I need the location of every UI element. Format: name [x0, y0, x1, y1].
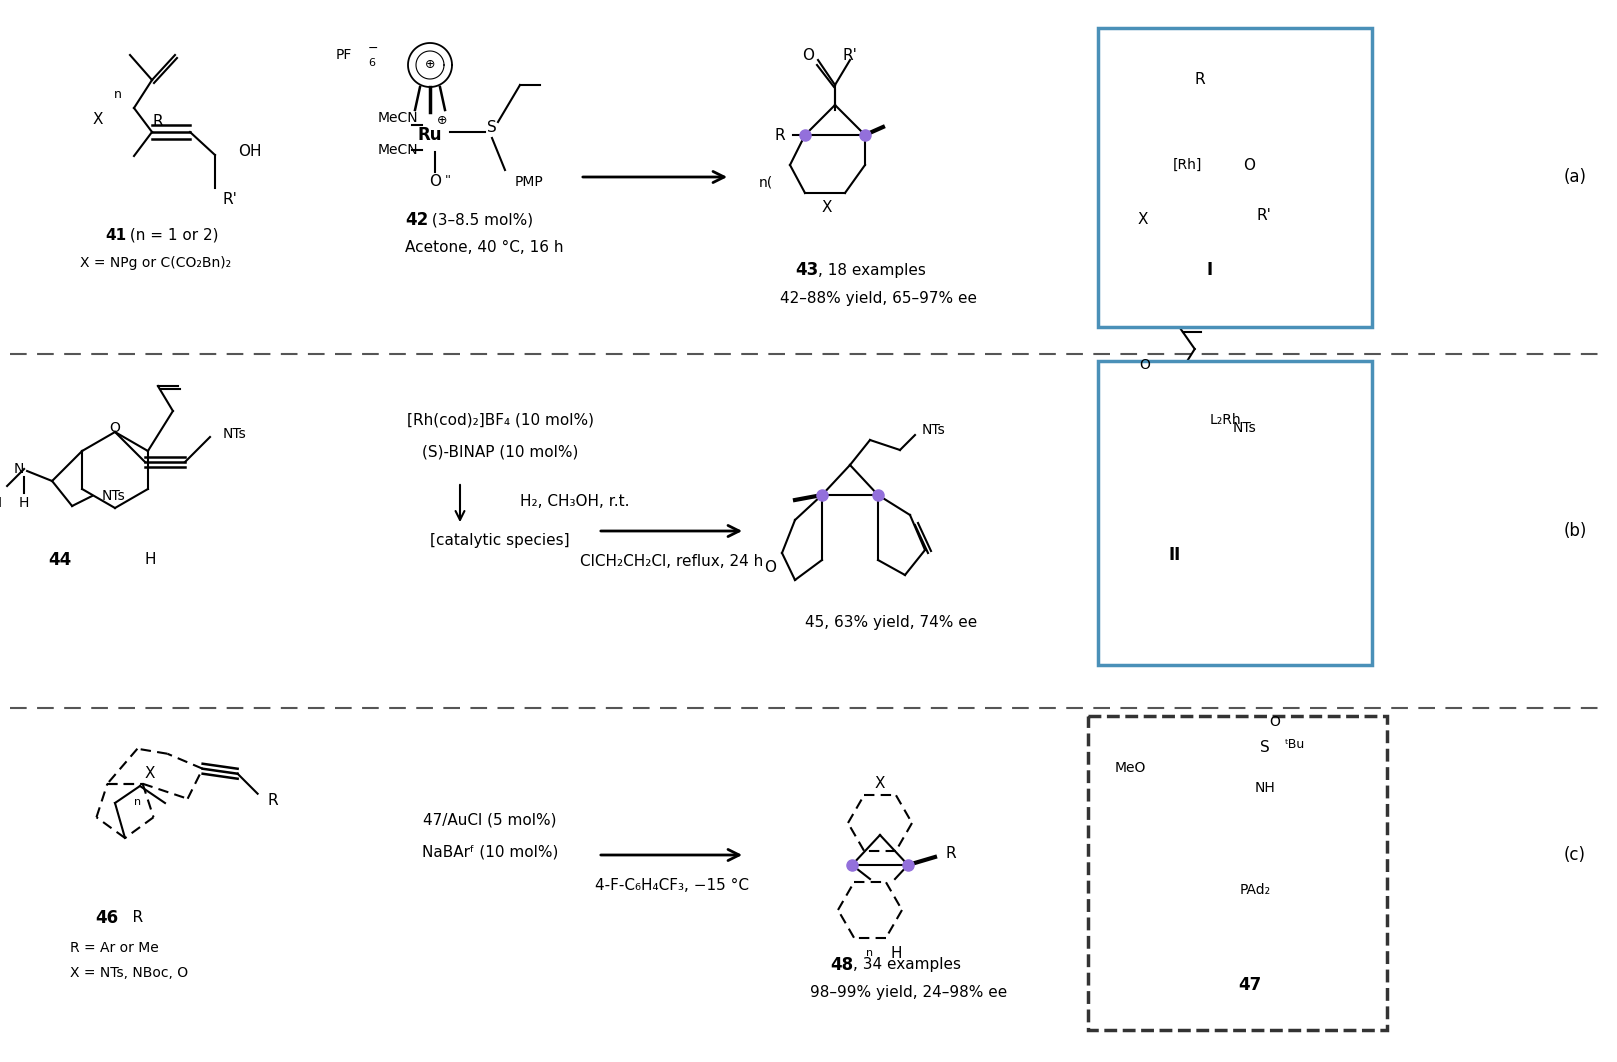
Text: (c): (c) — [1564, 846, 1586, 864]
Text: X = NTs, NBoc, O: X = NTs, NBoc, O — [70, 966, 188, 980]
Text: PAd₂: PAd₂ — [1240, 883, 1271, 897]
Text: O: O — [802, 48, 813, 63]
Text: PMP: PMP — [514, 175, 543, 189]
Text: [Rh]: [Rh] — [1172, 158, 1201, 172]
Text: '': '' — [445, 173, 451, 187]
Text: S: S — [1260, 740, 1269, 755]
Text: 98–99% yield, 24–98% ee: 98–99% yield, 24–98% ee — [810, 986, 1007, 1000]
Text: MeO: MeO — [1116, 761, 1146, 775]
Text: 6: 6 — [369, 58, 375, 68]
Text: n: n — [115, 88, 121, 102]
Text: R: R — [1195, 72, 1205, 87]
Text: X: X — [146, 766, 155, 781]
Text: II: II — [1169, 546, 1180, 564]
Text: , 18 examples: , 18 examples — [818, 262, 927, 277]
Text: MeCN: MeCN — [378, 112, 419, 125]
Text: R: R — [944, 845, 956, 860]
Text: H₂, CH₃OH, r.t.: H₂, CH₃OH, r.t. — [521, 495, 629, 510]
Text: X: X — [92, 113, 103, 127]
Text: O: O — [1243, 157, 1255, 172]
Text: R: R — [268, 793, 278, 808]
Text: R': R' — [1256, 207, 1273, 223]
Text: X: X — [875, 775, 884, 790]
Text: (b): (b) — [1564, 523, 1586, 539]
Text: n(: n( — [758, 176, 773, 190]
Text: H: H — [144, 552, 155, 567]
Text: NH: NH — [1255, 781, 1276, 795]
Text: O: O — [1269, 715, 1281, 729]
Text: [Rh(cod)₂]BF₄ (10 mol%): [Rh(cod)₂]BF₄ (10 mol%) — [406, 412, 593, 428]
Text: L₂Rh: L₂Rh — [1210, 413, 1242, 427]
Text: 47/AuCl (5 mol%): 47/AuCl (5 mol%) — [424, 812, 556, 827]
Text: NaBArᶠ (10 mol%): NaBArᶠ (10 mol%) — [422, 844, 558, 859]
Text: O: O — [429, 174, 441, 189]
Text: (S)-BINAP (10 mol%): (S)-BINAP (10 mol%) — [422, 445, 579, 460]
Text: O: O — [763, 560, 776, 575]
Text: O: O — [110, 421, 120, 435]
Text: ⊕: ⊕ — [437, 114, 448, 126]
Text: O: O — [1140, 358, 1150, 372]
Text: H: H — [889, 945, 902, 960]
Text: R': R' — [222, 192, 236, 207]
Text: NTs: NTs — [922, 423, 946, 436]
Text: R': R' — [842, 48, 857, 63]
Text: 4-F-C₆H₄CF₃, −15 °C: 4-F-C₆H₄CF₃, −15 °C — [595, 877, 749, 892]
Text: S: S — [487, 120, 496, 136]
Text: PF: PF — [336, 48, 353, 62]
Text: OH: OH — [238, 144, 262, 159]
Text: 47: 47 — [1239, 976, 1261, 994]
Text: 42–88% yield, 65–97% ee: 42–88% yield, 65–97% ee — [779, 291, 977, 306]
Text: ⊕: ⊕ — [425, 58, 435, 71]
Text: NTs: NTs — [102, 489, 126, 503]
Text: (3–8.5 mol%): (3–8.5 mol%) — [427, 212, 534, 227]
Text: 42: 42 — [404, 211, 429, 229]
Text: 46: 46 — [95, 909, 118, 927]
FancyBboxPatch shape — [1088, 716, 1387, 1030]
Text: 43: 43 — [796, 261, 818, 279]
Text: H: H — [19, 496, 29, 510]
Text: (n = 1 or 2): (n = 1 or 2) — [125, 227, 218, 242]
Text: NTs: NTs — [223, 427, 247, 441]
Text: 45, 63% yield, 74% ee: 45, 63% yield, 74% ee — [805, 616, 977, 631]
Text: 41: 41 — [105, 227, 126, 242]
FancyBboxPatch shape — [1098, 28, 1371, 327]
Text: X = NPg or C(CO₂Bn)₂: X = NPg or C(CO₂Bn)₂ — [79, 256, 231, 270]
Text: R = Ar or Me: R = Ar or Me — [70, 941, 158, 955]
Text: Acetone, 40 °C, 16 h: Acetone, 40 °C, 16 h — [404, 240, 563, 256]
Text: 44: 44 — [49, 551, 71, 569]
Text: 48: 48 — [830, 956, 854, 974]
Text: R: R — [775, 127, 786, 142]
Text: n: n — [134, 796, 141, 807]
Text: [catalytic species]: [catalytic species] — [430, 532, 569, 548]
Text: ᵗBu: ᵗBu — [1286, 738, 1305, 752]
Text: X: X — [821, 200, 833, 215]
Text: n: n — [867, 948, 873, 958]
Text: MeCN: MeCN — [378, 143, 419, 157]
Text: (a): (a) — [1564, 168, 1586, 186]
Text: Ru: Ru — [417, 126, 443, 144]
Text: X: X — [1138, 212, 1148, 227]
Text: NTs: NTs — [1234, 421, 1256, 435]
Text: TsHN: TsHN — [0, 496, 2, 510]
FancyBboxPatch shape — [1098, 361, 1371, 665]
Text: ClCH₂CH₂Cl, reflux, 24 h: ClCH₂CH₂Cl, reflux, 24 h — [581, 553, 763, 568]
Text: N: N — [13, 462, 24, 476]
Text: , 34 examples: , 34 examples — [854, 958, 960, 973]
Text: I: I — [1206, 261, 1213, 279]
Text: R: R — [113, 910, 144, 925]
Text: −: − — [369, 41, 378, 54]
Text: R: R — [152, 115, 163, 130]
